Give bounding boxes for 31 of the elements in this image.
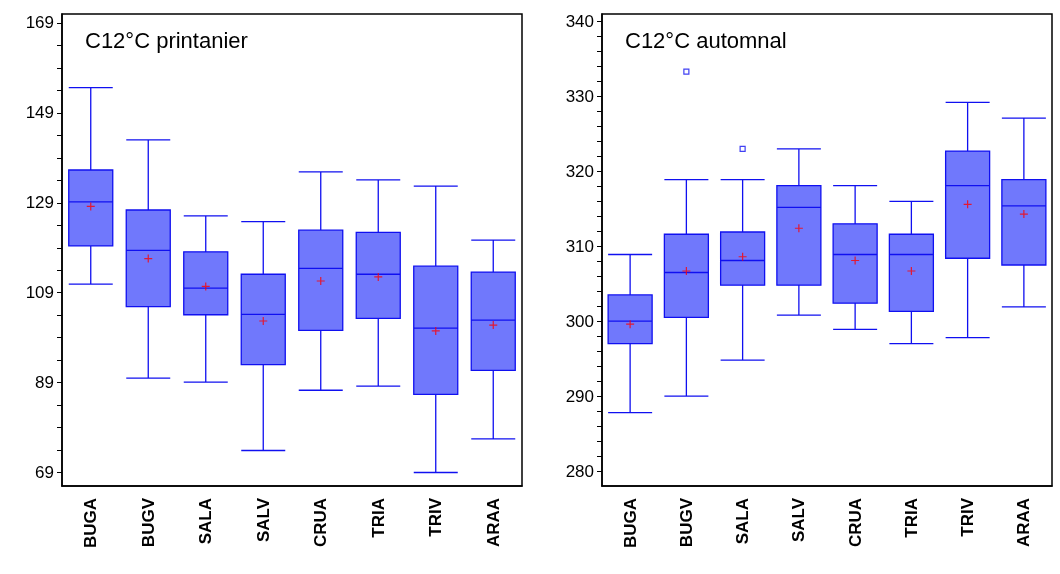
y-tick-label: 89 [35,373,54,393]
y-tick-label: 69 [35,463,54,483]
y-tick-label: 109 [25,283,54,303]
y-tick-label: 280 [565,461,594,481]
x-tick-label: CRUA [845,498,865,548]
x-tick-label: ARAA [1014,498,1034,548]
x-tick-label: BUGV [676,497,696,548]
x-tick-label: TRIA [368,498,388,538]
x-tick-label: SALA [733,498,753,545]
y-tick-label: 330 [565,86,594,106]
x-tick-label: SALA [196,498,216,545]
y-tick-label: 290 [565,386,594,406]
text: C12°C automnal [625,27,787,53]
x-tick-label: TRIV [426,497,446,537]
x-tick-label: TRIV [958,497,978,537]
x-tick-label: BUGA [81,498,101,549]
y-tick-label: 300 [565,311,594,331]
text: C12°C printanier [85,27,248,53]
y-tick-label: 310 [565,236,594,256]
x-tick-label: ARAA [483,498,503,548]
x-tick-label: SALV [789,497,809,543]
x-tick-label: BUGV [138,497,158,548]
y-tick-label: 169 [25,13,54,33]
y-tick-label: 320 [565,161,594,181]
x-tick-label: TRIA [901,498,921,538]
x-tick-label: BUGA [620,498,640,549]
y-tick-label: 129 [25,193,54,213]
y-tick-label: 340 [565,11,594,31]
x-tick-label: SALV [253,497,273,543]
y-tick-label: 149 [25,103,54,123]
x-tick-label: CRUA [311,498,331,548]
